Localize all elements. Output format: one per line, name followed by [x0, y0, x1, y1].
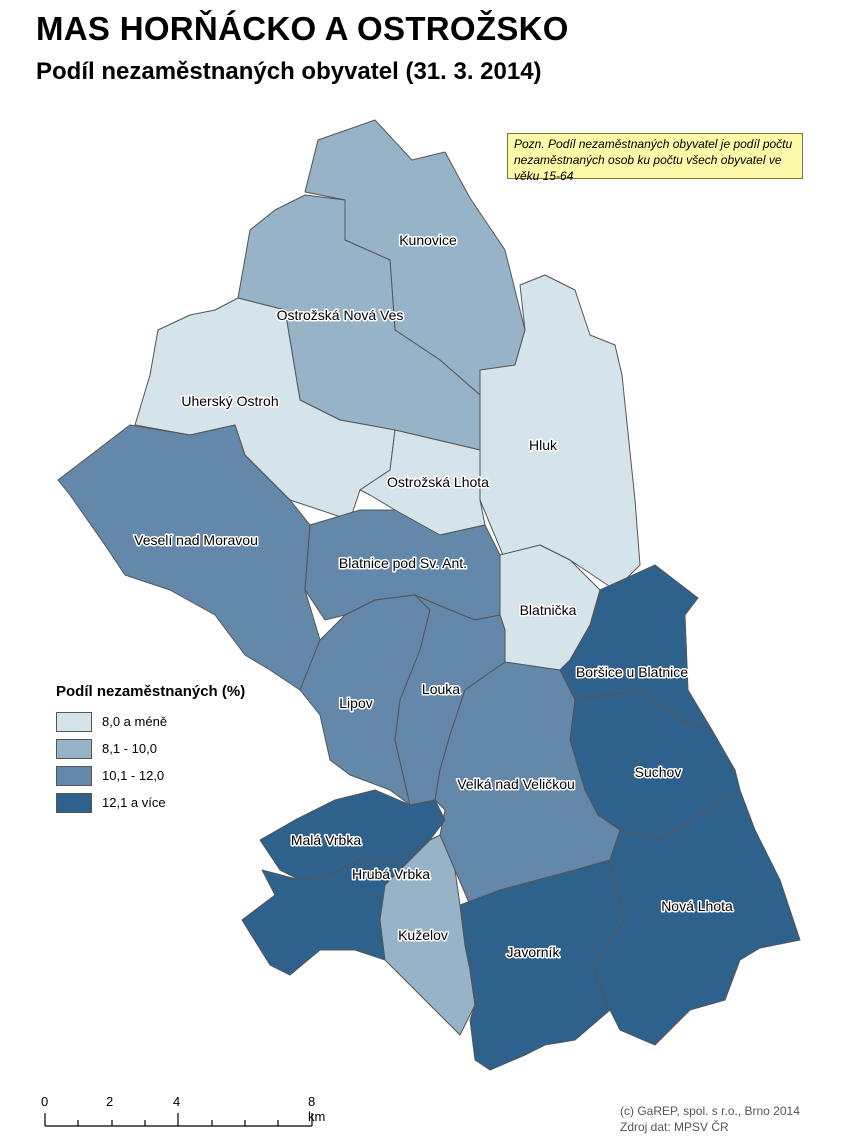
credit-line-source: Zdroj dat: MPSV ČR [620, 1120, 729, 1134]
label-mala-vrbka: Malá Vrbka [291, 832, 362, 848]
label-ostrozska-lhota: Ostrožská Lhota [387, 474, 489, 490]
label-hluk: Hluk [529, 437, 558, 453]
legend-item: 8,0 a méně [56, 708, 245, 735]
label-blatnicka: Blatnička [520, 602, 577, 618]
municipality-veseli-nad-moravou [57, 424, 321, 691]
legend: Podíl nezaměstnaných (%) 8,0 a méně 8,1 … [56, 683, 245, 816]
credits: (c) GaREP, spol. s r.o., Brno 2014 Zdroj… [620, 1103, 800, 1135]
label-suchov: Suchov [635, 764, 682, 780]
label-velka-nad-velickou: Velká nad Veličkou [457, 776, 575, 792]
legend-item: 10,1 - 12,0 [56, 762, 245, 789]
map-title: MAS HORŇÁCKO A OSTROŽSKO [36, 10, 569, 47]
legend-label: 8,0 a méně [102, 714, 168, 729]
municipality-javornik [459, 859, 626, 1071]
label-borsice-u-blatnice: Boršice u Blatnice [576, 664, 688, 680]
legend-swatch [56, 711, 92, 732]
legend-label: 12,1 a více [102, 795, 166, 810]
legend-swatch [56, 792, 92, 813]
scale-bar-graphic [44, 1113, 313, 1127]
scale-tick-4: 4 [173, 1094, 181, 1109]
label-ostrozska-nova-ves: Ostrožská Nová Ves [277, 307, 404, 323]
label-louka: Louka [422, 681, 460, 697]
label-lipov: Lipov [339, 695, 372, 711]
label-blatnice-pod-sv-ant: Blatnice pod Sv. Ant. [339, 555, 467, 571]
scale-tick-8km: 8 km [308, 1094, 326, 1124]
legend-item: 12,1 a více [56, 789, 245, 816]
label-hruba-vrbka: Hrubá Vrbka [352, 866, 430, 882]
credit-line-copyright: (c) GaREP, spol. s r.o., Brno 2014 [620, 1104, 800, 1118]
legend-label: 8,1 - 10,0 [102, 741, 157, 756]
legend-swatch [56, 765, 92, 786]
legend-item: 8,1 - 10,0 [56, 735, 245, 762]
legend-title: Podíl nezaměstnaných (%) [56, 683, 246, 700]
note-box: Pozn. Podíl nezaměstnaných obyvatel je p… [507, 133, 803, 183]
label-veseli-nad-moravou: Veselí nad Moravou [134, 532, 258, 548]
legend-label: 10,1 - 12,0 [102, 768, 165, 783]
label-kunovice: Kunovice [399, 232, 457, 248]
label-kuzelov: Kuželov [398, 927, 448, 943]
legend-swatch [56, 738, 92, 759]
municipality-kuzelov [379, 834, 476, 1036]
scale-tick-2: 2 [106, 1094, 114, 1109]
municipality-nova-lhota [594, 789, 801, 1046]
map-subtitle: Podíl nezaměstnaných obyvatel (31. 3. 20… [36, 58, 542, 85]
label-nova-lhota: Nová Lhota [661, 898, 733, 914]
label-uhersky-ostroh: Uherský Ostroh [181, 393, 278, 409]
scale-tick-0: 0 [41, 1094, 49, 1109]
label-javornik: Javorník [507, 944, 561, 960]
